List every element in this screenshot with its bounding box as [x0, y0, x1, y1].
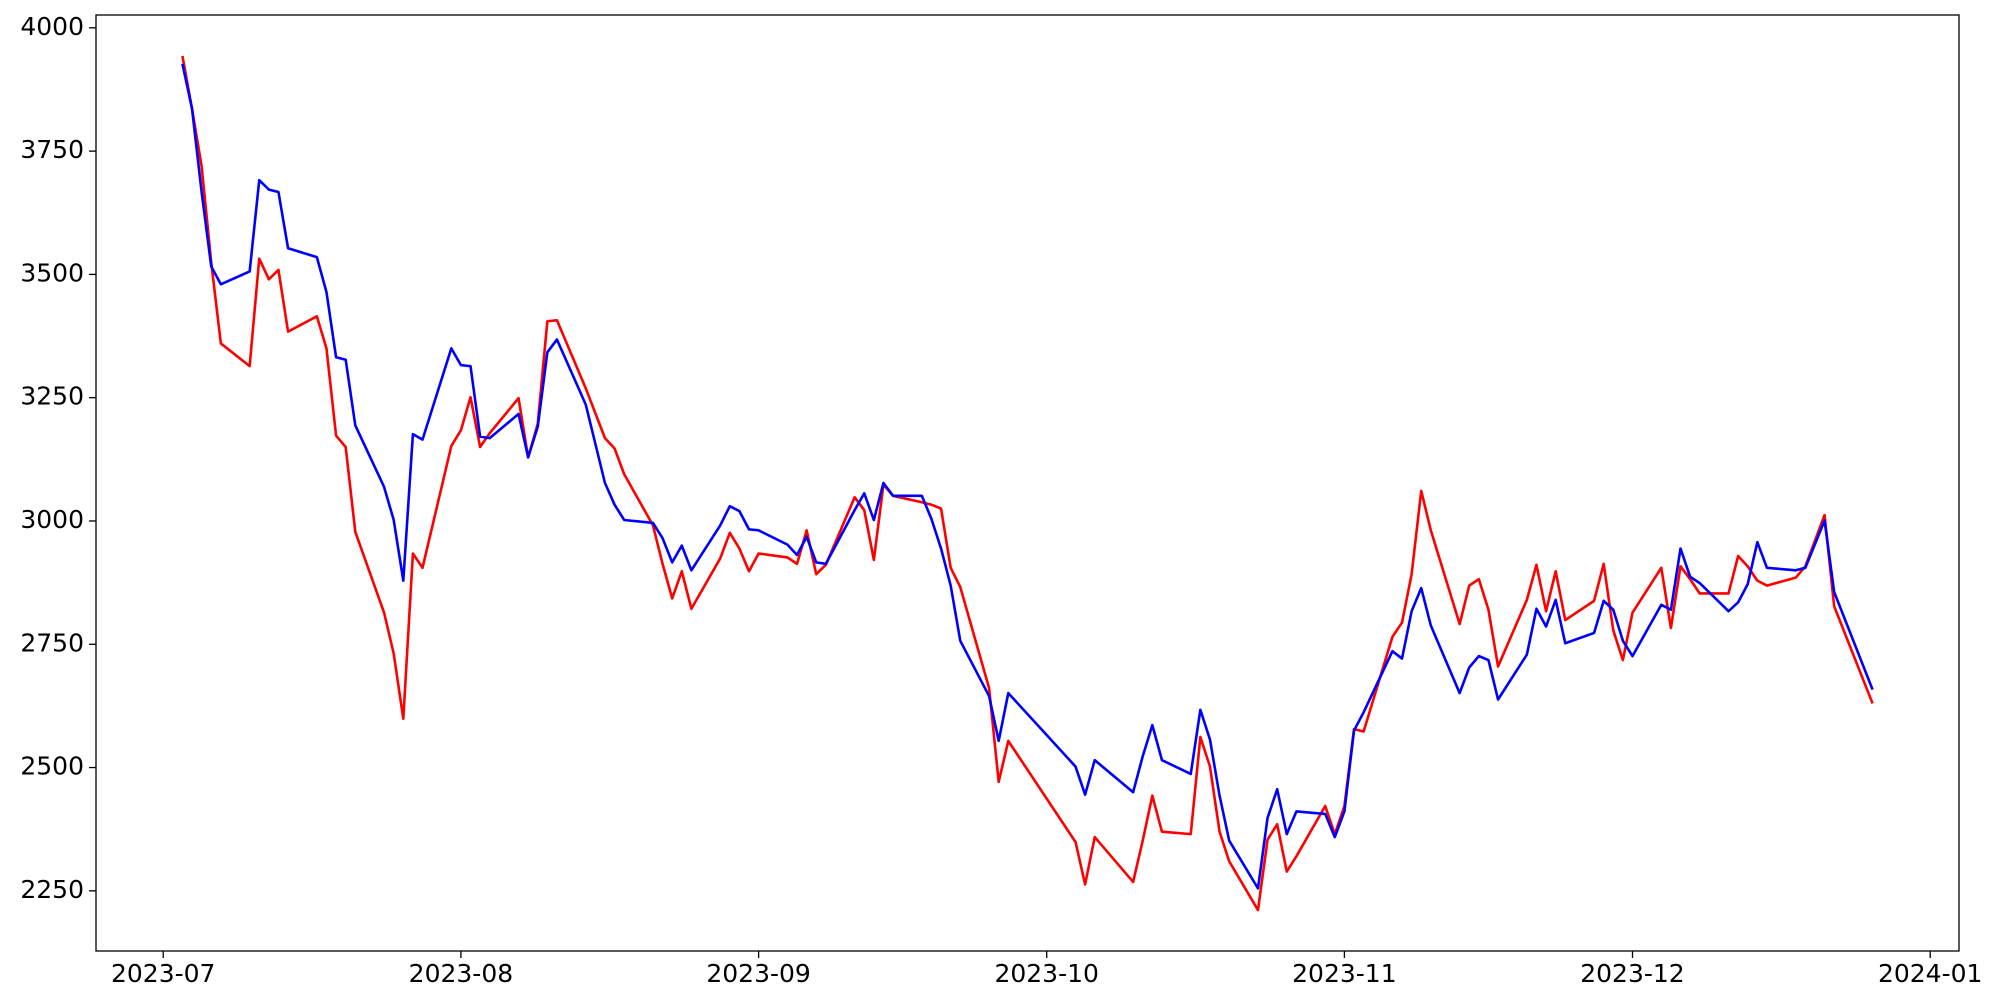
x-tick-label: 2023-08 — [409, 959, 513, 988]
x-tick-label: 2023-07 — [111, 959, 215, 988]
series-line — [181, 55, 1874, 912]
y-tick-label: 3500 — [20, 258, 84, 287]
y-tick-label: 3250 — [20, 382, 84, 411]
x-tick-label: 2023-12 — [1580, 959, 1684, 988]
plot-area — [95, 14, 1960, 952]
series-line — [181, 63, 1874, 890]
y-tick-label: 3000 — [20, 505, 84, 534]
y-tick-label: 4000 — [20, 12, 84, 41]
y-tick-label: 2500 — [20, 752, 84, 781]
y-tick-label: 2250 — [20, 875, 84, 904]
y-tick-label: 2750 — [20, 628, 84, 657]
x-tick-label: 2023-10 — [994, 959, 1098, 988]
x-tick-label: 2024-01 — [1878, 959, 1982, 988]
x-tick-label: 2023-09 — [706, 959, 810, 988]
y-tick-label: 3750 — [20, 135, 84, 164]
x-tick-label: 2023-11 — [1292, 959, 1396, 988]
